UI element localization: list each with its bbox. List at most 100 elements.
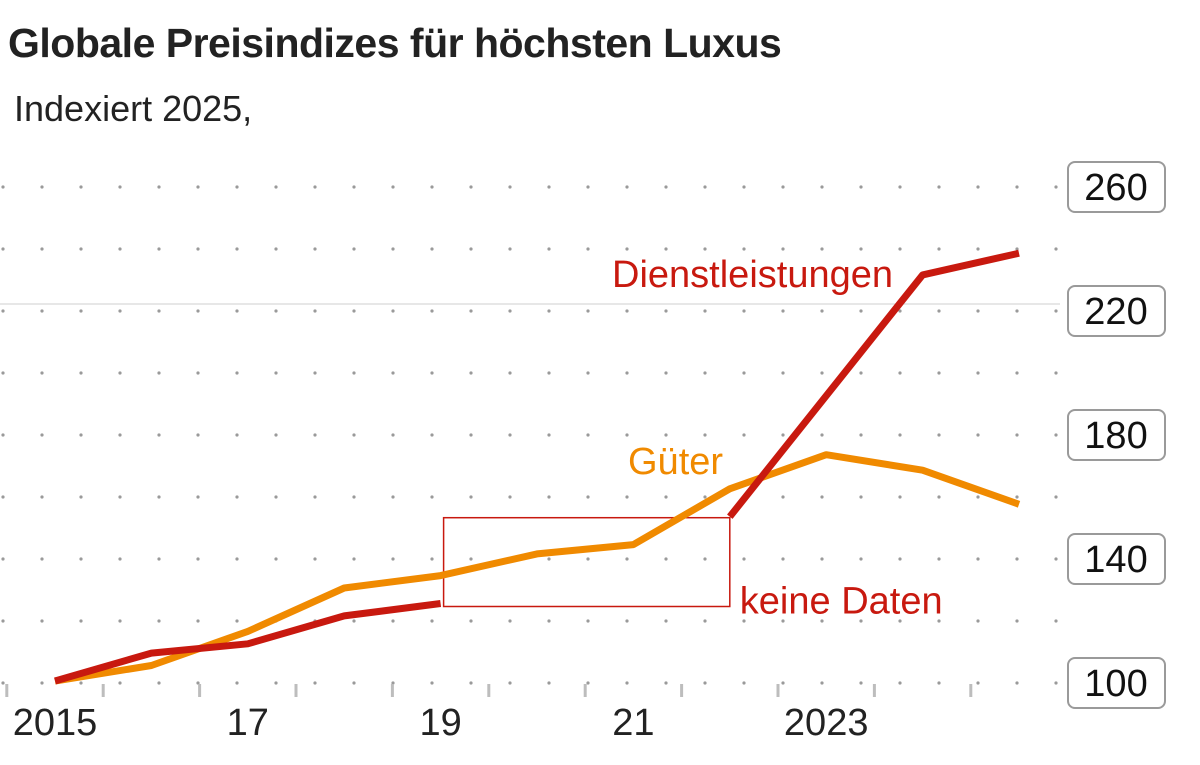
grid-dot <box>1 433 5 437</box>
grid-dot <box>586 557 590 561</box>
grid-dot <box>391 557 395 561</box>
grid-dot <box>157 557 161 561</box>
grid-dot <box>898 495 902 499</box>
grid-dot <box>40 433 44 437</box>
chart-subtitle: Indexiert 2025, <box>14 88 253 129</box>
grid-dot <box>235 433 239 437</box>
grid-dot <box>820 309 824 313</box>
grid-dot <box>79 371 83 375</box>
grid-dot <box>742 247 746 251</box>
grid-dot <box>469 495 473 499</box>
grid-dot <box>703 619 707 623</box>
grid-dot <box>391 247 395 251</box>
grid-dot <box>157 185 161 189</box>
grid-dot <box>352 309 356 313</box>
grid-dot <box>235 371 239 375</box>
grid-dot <box>703 495 707 499</box>
grid-dot <box>313 371 317 375</box>
grid-dot <box>235 185 239 189</box>
grid-dot <box>391 185 395 189</box>
grid-dot <box>781 619 785 623</box>
grid-dot <box>664 371 668 375</box>
grid-dot <box>664 185 668 189</box>
grid-dot <box>430 247 434 251</box>
grid-dot <box>547 247 551 251</box>
grid-dot <box>79 309 83 313</box>
grid-dot <box>313 309 317 313</box>
grid-dot <box>976 681 980 685</box>
grid-dot <box>976 371 980 375</box>
grid-dot <box>664 433 668 437</box>
grid-dot <box>976 247 980 251</box>
grid-dot <box>196 309 200 313</box>
grid-dot <box>508 309 512 313</box>
grid-dot <box>1015 433 1019 437</box>
grid-dot <box>196 433 200 437</box>
grid-dot <box>79 247 83 251</box>
grid-dot <box>664 619 668 623</box>
grid-dot <box>40 371 44 375</box>
grid-dot <box>781 371 785 375</box>
grid-dot <box>391 371 395 375</box>
grid-dot <box>898 557 902 561</box>
grid-dot <box>469 433 473 437</box>
grid-dot <box>820 557 824 561</box>
grid-dot <box>820 495 824 499</box>
grid-dot <box>313 557 317 561</box>
grid-dot <box>1 371 5 375</box>
grid-dot <box>1015 371 1019 375</box>
grid-dot <box>1 681 5 685</box>
grid-dot <box>820 371 824 375</box>
grid-dot <box>118 185 122 189</box>
grid-dot <box>1015 619 1019 623</box>
x-tick-label: 21 <box>612 702 654 744</box>
grid-dot <box>937 247 941 251</box>
grid-dot <box>430 309 434 313</box>
grid-dot <box>469 309 473 313</box>
grid-dot <box>898 433 902 437</box>
grid-dot <box>1015 247 1019 251</box>
series-label-dienstleistungen: Dienstleistungen <box>612 254 893 296</box>
grid-dot <box>157 681 161 685</box>
grid-dot <box>1 495 5 499</box>
grid-dot <box>508 495 512 499</box>
grid-dot <box>1015 557 1019 561</box>
grid-dot <box>313 495 317 499</box>
grid-dot <box>703 371 707 375</box>
grid-dot <box>859 619 863 623</box>
grid-dot <box>508 247 512 251</box>
grid-dot <box>391 681 395 685</box>
grid-dot <box>235 247 239 251</box>
grid-dot <box>196 619 200 623</box>
grid-dot <box>859 681 863 685</box>
grid-dot <box>898 185 902 189</box>
grid-dot <box>703 433 707 437</box>
grid-dot <box>430 681 434 685</box>
grid-dot <box>625 681 629 685</box>
grid-dot <box>352 371 356 375</box>
grid-dot <box>40 557 44 561</box>
grid-dot <box>352 557 356 561</box>
grid-dot <box>937 433 941 437</box>
grid-dot <box>820 619 824 623</box>
grid-dot <box>1054 495 1058 499</box>
grid-dot <box>313 433 317 437</box>
grid-dot <box>430 371 434 375</box>
grid-dot <box>274 557 278 561</box>
grid-dot <box>274 371 278 375</box>
grid-dot <box>625 185 629 189</box>
grid-dot <box>937 681 941 685</box>
grid-dot <box>469 681 473 685</box>
y-tick-label: 260 <box>1084 167 1147 209</box>
grid-dot <box>820 185 824 189</box>
grid-dot <box>79 185 83 189</box>
grid-dot <box>469 371 473 375</box>
grid-dot <box>79 619 83 623</box>
grid-dot <box>781 495 785 499</box>
grid-dot <box>1054 619 1058 623</box>
x-tick-label: 2023 <box>784 702 869 744</box>
x-tick-label: 19 <box>419 702 461 744</box>
grid-dot <box>547 495 551 499</box>
grid-dot <box>352 247 356 251</box>
grid-dot <box>898 681 902 685</box>
